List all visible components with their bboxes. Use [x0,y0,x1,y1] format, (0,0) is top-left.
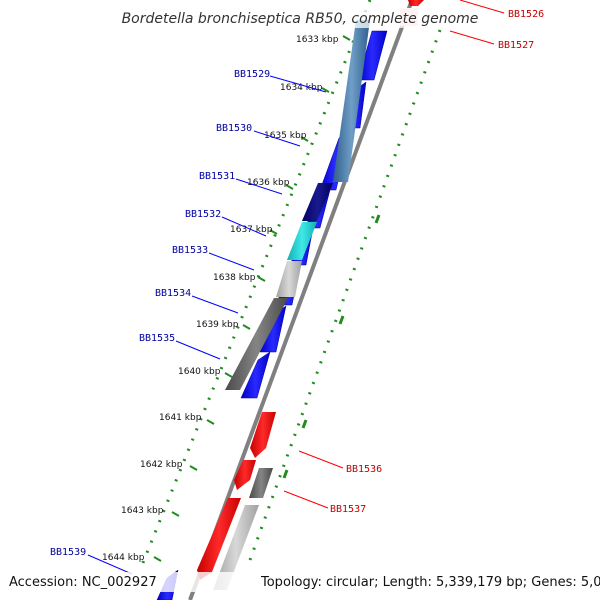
gene-label-bb1536[interactable]: BB1536 [346,464,382,475]
gene-label-bb1535[interactable]: BB1535 [139,333,175,344]
tick-marks [153,35,351,562]
tick-mark-1634 [321,87,330,93]
tick-mark-1643 [171,511,180,517]
gene-label-bb1530[interactable]: BB1530 [216,123,252,134]
category-block-5 [225,298,288,390]
gc-track-outer-dash-2 [338,315,345,325]
leader-bb1539 [87,554,133,575]
leader-bb1526 [459,0,505,14]
tick-mark-1635 [300,136,309,142]
gene-labels: BB1526 BB1527 BB1529 BB1530 BB1531 BB153… [50,9,544,558]
cds-reverse-3 [234,460,256,490]
category-block-1 [333,20,370,182]
gene-label-bb1527[interactable]: BB1527 [498,40,534,51]
tick-mark-1640 [224,372,233,378]
tick-label-1643: 1643 kbp [121,506,164,516]
tick-label-1639: 1639 kbp [196,320,239,330]
tick-mark-1641 [206,419,215,425]
reverse-cds-track [197,0,424,580]
leader-bb1531 [235,178,283,195]
title-backdrop [124,8,476,28]
tick-mark-1638 [257,276,266,282]
cds-reverse-1 [408,0,424,6]
cds-forward-8 [240,351,271,399]
cds-reverse-2 [250,412,276,458]
gene-label-bb1534[interactable]: BB1534 [155,288,191,299]
tick-label-1635: 1635 kbp [264,131,307,141]
category-block-6 [249,468,273,498]
tick-mark-1636 [285,184,294,190]
leader-bb1534 [191,295,239,314]
leader-bb1536 [298,450,344,469]
gc-track-outer [248,29,442,561]
category-block-7 [213,505,259,590]
leader-bb1529 [269,75,327,93]
backbone [188,0,414,600]
gene-label-bb1532[interactable]: BB1532 [185,209,221,220]
gene-label-bb1537[interactable]: BB1537 [330,504,366,515]
map-title: Bordetella bronchiseptica RB50, complete… [122,11,479,27]
leader-bb1532 [221,216,267,237]
tick-label-1642: 1642 kbp [140,460,183,470]
leader-bb1535 [175,340,221,360]
tick-mark-1637 [269,229,278,235]
tick-label-1640: 1640 kbp [178,367,221,377]
category-block-3 [287,222,317,260]
gene-label-bb1526[interactable]: BB1526 [508,9,544,20]
leader-bb1533 [208,252,255,271]
backbone-line [188,0,414,600]
accession-text: Accession: NC_002927 [9,575,157,590]
genome-summary-text: Topology: circular; Length: 5,339,179 bp… [260,575,600,590]
leader-bb1537 [283,490,329,509]
gc-track-outer-dash-1 [374,214,381,224]
leader-bb1530 [253,130,301,147]
tick-mark-1644 [153,556,162,562]
tick-label-1641: 1641 kbp [159,413,202,423]
gene-label-bb1533[interactable]: BB1533 [172,245,208,256]
tick-label-1633: 1633 kbp [296,35,339,45]
gc-track-outer-dash-4 [282,469,289,479]
tick-mark-1633 [342,35,351,41]
gene-label-bb1531[interactable]: BB1531 [199,171,235,182]
tick-label-1644: 1644 kbp [102,553,145,563]
leader-bb1527 [449,30,495,45]
tick-label-1638: 1638 kbp [213,273,256,283]
gc-track-outer-dash-3 [301,419,308,429]
gene-label-bb1539[interactable]: BB1539 [50,547,86,558]
gene-leader-lines [87,0,505,575]
tick-label-1634: 1634 kbp [280,83,323,93]
footer-backdrop [0,572,600,592]
category-block-2 [302,183,333,221]
tick-mark-1642 [189,465,198,471]
category-block-4 [276,261,302,297]
category-track [213,8,418,590]
gene-label-bb1529[interactable]: BB1529 [234,69,270,80]
tick-mark-1639 [242,324,251,330]
cds-reverse-4 [197,498,241,580]
tick-label-1636: 1636 kbp [247,178,290,188]
